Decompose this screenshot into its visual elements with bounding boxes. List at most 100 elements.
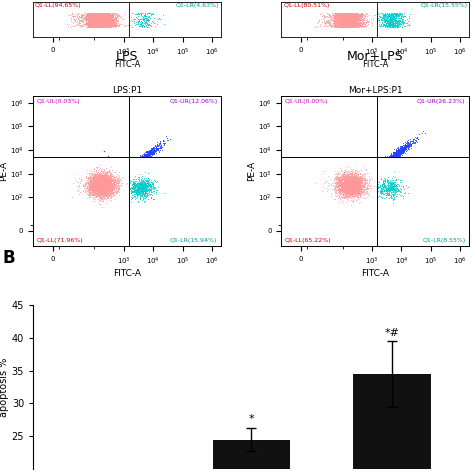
Point: [104, 183, 111, 191]
Point: [342, 18, 350, 26]
Point: [94, 177, 102, 184]
Point: [345, 178, 353, 186]
Point: [341, 190, 349, 198]
Point: [102, 176, 110, 183]
Point: [101, 22, 109, 29]
Point: [104, 184, 111, 192]
Point: [95, 184, 102, 191]
Point: [91, 13, 99, 20]
Point: [346, 191, 354, 199]
Point: [139, 183, 147, 191]
Point: [89, 18, 96, 25]
Point: [95, 188, 102, 195]
Point: [402, 141, 410, 149]
Point: [339, 180, 346, 188]
Point: [338, 179, 346, 186]
Point: [381, 153, 389, 161]
Point: [346, 22, 353, 30]
Point: [96, 23, 104, 30]
Point: [384, 153, 392, 161]
Point: [84, 17, 91, 25]
Point: [148, 149, 156, 157]
Point: [385, 153, 392, 161]
Point: [393, 192, 401, 200]
Point: [388, 153, 395, 161]
Point: [343, 185, 351, 193]
Point: [340, 184, 348, 192]
Point: [339, 17, 347, 24]
Point: [382, 153, 389, 161]
Point: [142, 186, 149, 193]
Point: [109, 180, 117, 187]
Point: [91, 189, 99, 196]
Point: [99, 19, 107, 27]
Point: [341, 18, 348, 26]
Point: [97, 173, 104, 181]
Point: [336, 19, 344, 27]
Point: [358, 187, 366, 195]
Point: [92, 21, 100, 28]
Point: [101, 180, 109, 188]
Point: [327, 15, 334, 23]
Point: [336, 182, 344, 190]
Point: [88, 179, 96, 186]
Point: [380, 153, 387, 161]
Point: [106, 17, 113, 25]
Point: [126, 153, 133, 161]
Point: [140, 190, 147, 197]
Point: [390, 16, 398, 24]
Point: [403, 142, 410, 149]
Point: [340, 193, 348, 201]
Point: [145, 148, 152, 155]
Point: [96, 179, 103, 187]
Point: [347, 187, 355, 195]
Point: [341, 15, 348, 23]
Point: [350, 12, 357, 19]
Point: [351, 187, 358, 194]
Point: [84, 16, 91, 24]
Point: [113, 187, 120, 195]
Point: [103, 184, 110, 192]
Point: [346, 10, 354, 18]
Point: [358, 12, 365, 19]
Point: [141, 186, 148, 193]
Point: [101, 189, 109, 196]
Point: [92, 177, 100, 185]
Point: [345, 182, 353, 190]
Point: [336, 180, 343, 187]
Point: [104, 188, 111, 196]
Point: [345, 187, 352, 194]
Point: [334, 180, 342, 187]
Point: [93, 179, 100, 186]
Point: [106, 172, 114, 179]
Point: [389, 19, 396, 27]
Point: [346, 17, 353, 24]
Point: [101, 185, 109, 193]
Point: [91, 173, 99, 180]
Point: [81, 19, 89, 27]
Point: [349, 180, 356, 188]
Point: [383, 153, 390, 161]
Point: [96, 22, 103, 29]
Point: [79, 22, 87, 30]
Point: [97, 184, 104, 192]
Point: [109, 182, 117, 190]
Point: [82, 17, 90, 24]
Point: [348, 20, 356, 27]
Point: [347, 178, 355, 185]
Point: [105, 184, 113, 191]
Point: [98, 180, 106, 188]
Point: [105, 186, 112, 194]
Point: [347, 13, 355, 20]
Point: [100, 188, 108, 195]
Point: [91, 178, 98, 186]
Point: [392, 23, 400, 30]
Point: [109, 17, 117, 24]
Point: [96, 183, 104, 191]
Point: [357, 186, 365, 194]
Point: [94, 182, 102, 190]
Point: [335, 11, 343, 18]
Point: [152, 179, 159, 186]
Point: [141, 187, 149, 195]
Point: [103, 18, 111, 26]
